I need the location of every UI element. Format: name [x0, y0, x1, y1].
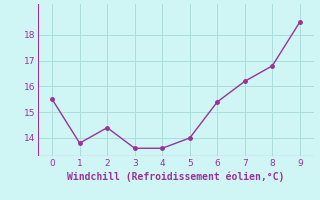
X-axis label: Windchill (Refroidissement éolien,°C): Windchill (Refroidissement éolien,°C) — [67, 172, 285, 182]
